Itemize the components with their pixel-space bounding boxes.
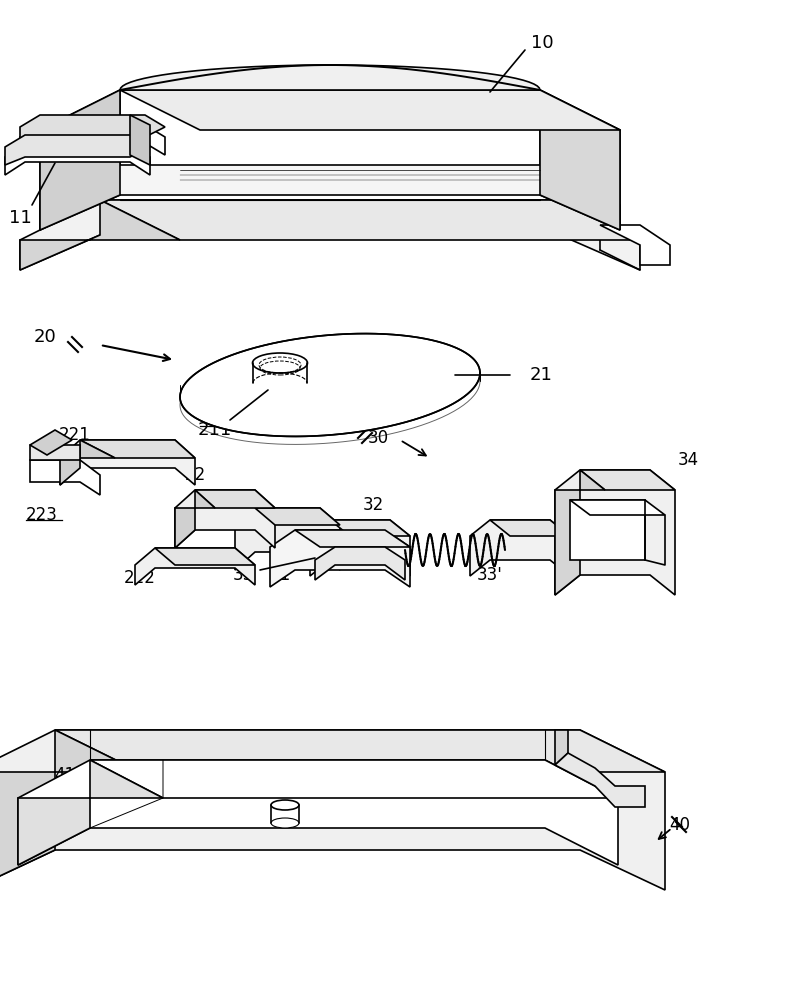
Polygon shape xyxy=(40,90,120,230)
Text: 33: 33 xyxy=(232,566,254,584)
Polygon shape xyxy=(30,445,80,460)
Polygon shape xyxy=(18,760,163,865)
Text: 221: 221 xyxy=(59,426,91,444)
Polygon shape xyxy=(100,200,640,240)
Text: 34: 34 xyxy=(678,451,698,469)
Polygon shape xyxy=(0,730,665,890)
Polygon shape xyxy=(120,90,620,130)
Text: 42: 42 xyxy=(279,773,301,791)
Polygon shape xyxy=(30,460,100,495)
Polygon shape xyxy=(540,90,620,230)
Text: 31: 31 xyxy=(270,566,290,584)
Polygon shape xyxy=(55,730,665,772)
Polygon shape xyxy=(580,470,675,490)
Polygon shape xyxy=(555,753,645,807)
Text: 40: 40 xyxy=(670,816,690,834)
Polygon shape xyxy=(470,520,570,576)
Text: 30: 30 xyxy=(367,429,389,447)
Text: 222: 222 xyxy=(124,569,156,587)
Polygon shape xyxy=(330,520,410,536)
Polygon shape xyxy=(270,530,410,587)
Text: 10: 10 xyxy=(530,34,554,52)
Polygon shape xyxy=(60,440,115,485)
Text: 211: 211 xyxy=(198,421,232,439)
Polygon shape xyxy=(40,165,620,230)
Polygon shape xyxy=(555,470,675,595)
Text: 41: 41 xyxy=(54,766,75,784)
Polygon shape xyxy=(135,548,255,585)
Text: 223: 223 xyxy=(26,506,58,524)
Polygon shape xyxy=(120,65,540,90)
Polygon shape xyxy=(20,200,640,270)
Text: 33': 33' xyxy=(477,566,503,584)
Polygon shape xyxy=(315,547,405,580)
Text: 22: 22 xyxy=(184,466,206,484)
Polygon shape xyxy=(555,470,605,595)
Polygon shape xyxy=(18,760,618,865)
Text: 11: 11 xyxy=(9,209,31,227)
Polygon shape xyxy=(60,440,195,485)
Polygon shape xyxy=(195,490,275,508)
Polygon shape xyxy=(235,508,340,570)
Polygon shape xyxy=(90,760,618,798)
Polygon shape xyxy=(130,115,150,165)
Polygon shape xyxy=(490,520,570,536)
Polygon shape xyxy=(570,500,665,515)
Polygon shape xyxy=(555,730,568,765)
Polygon shape xyxy=(175,490,215,548)
Polygon shape xyxy=(20,115,165,147)
Polygon shape xyxy=(80,440,195,458)
Ellipse shape xyxy=(271,800,299,810)
Polygon shape xyxy=(20,125,165,155)
Polygon shape xyxy=(5,135,150,165)
Text: 21: 21 xyxy=(530,366,553,384)
Ellipse shape xyxy=(253,353,307,373)
Polygon shape xyxy=(155,548,255,565)
Polygon shape xyxy=(310,520,410,576)
Polygon shape xyxy=(600,225,670,265)
Polygon shape xyxy=(570,500,645,560)
Polygon shape xyxy=(5,145,150,175)
Text: 20: 20 xyxy=(34,328,56,346)
Text: 43: 43 xyxy=(533,771,554,789)
Polygon shape xyxy=(175,490,275,548)
Polygon shape xyxy=(30,430,72,455)
Polygon shape xyxy=(295,530,410,547)
Polygon shape xyxy=(180,333,480,436)
Text: 32: 32 xyxy=(362,496,384,514)
Polygon shape xyxy=(20,200,180,270)
Polygon shape xyxy=(0,730,140,890)
Polygon shape xyxy=(255,508,340,525)
Ellipse shape xyxy=(271,818,299,828)
